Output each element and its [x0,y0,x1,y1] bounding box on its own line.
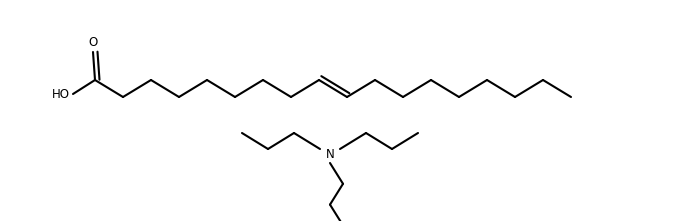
Text: N: N [326,149,335,162]
Text: O: O [88,36,98,49]
Text: HO: HO [52,88,70,101]
